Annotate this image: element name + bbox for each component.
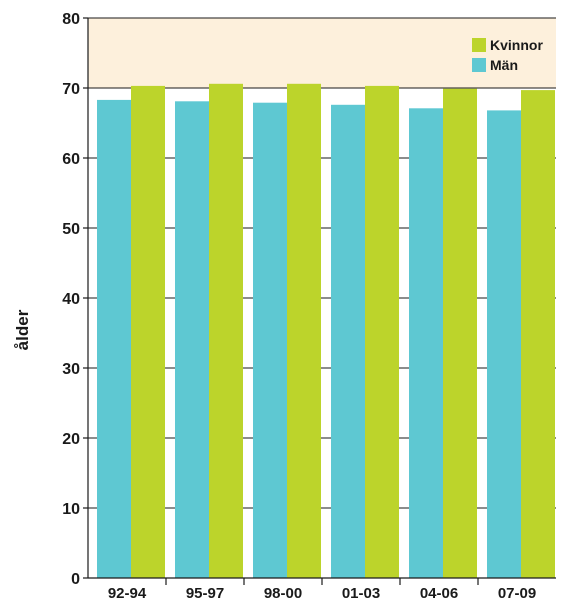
bar-kvinnor-07-09 <box>521 90 555 578</box>
y-tick-label-70: 70 <box>62 81 80 98</box>
legend-label-m-n: Män <box>490 57 518 73</box>
legend-label-kvinnor: Kvinnor <box>490 37 543 53</box>
y-axis-label: ålder <box>13 309 32 350</box>
y-tick-label-40: 40 <box>62 291 80 308</box>
bar-m-n-92-94 <box>97 99 131 579</box>
y-tick-label-10: 10 <box>62 501 80 518</box>
bar-m-n-01-03 <box>331 104 365 579</box>
bar-kvinnor-95-97 <box>209 83 243 579</box>
legend-swatch-kvinnor <box>472 38 486 52</box>
legend-swatch-m-n <box>472 58 486 72</box>
bar-kvinnor-98-00 <box>287 83 321 579</box>
bars <box>97 83 555 579</box>
highlight-band <box>88 18 556 88</box>
x-tick-label-07-09: 07-09 <box>498 585 536 601</box>
bar-m-n-07-09 <box>487 110 521 579</box>
y-tick-label-50: 50 <box>62 221 80 238</box>
x-tick-label-92-94: 92-94 <box>108 585 147 601</box>
y-tick-label-0: 0 <box>71 571 80 588</box>
y-tick-label-30: 30 <box>62 361 80 378</box>
y-tick-label-80: 80 <box>62 11 80 28</box>
y-tick-label-20: 20 <box>62 431 80 448</box>
bar-m-n-95-97 <box>175 101 209 579</box>
bar-kvinnor-04-06 <box>443 88 477 578</box>
y-tick-label-60: 60 <box>62 151 80 168</box>
x-tick-label-04-06: 04-06 <box>420 585 458 601</box>
bar-m-n-98-00 <box>253 102 287 578</box>
bar-m-n-04-06 <box>409 108 443 579</box>
x-tick-label-01-03: 01-03 <box>342 585 380 601</box>
legend: Kvinnor Män <box>472 37 543 73</box>
x-tick-label-95-97: 95-97 <box>186 585 224 601</box>
y-ticks: 0 10 20 30 40 50 60 70 80 <box>62 11 88 588</box>
bar-kvinnor-92-94 <box>131 85 165 579</box>
gridlines <box>88 17 556 509</box>
x-tick-label-98-00: 98-00 <box>264 585 302 601</box>
x-ticks: 92-94 95-97 98-00 01-03 04-06 07-09 <box>108 578 536 601</box>
bar-kvinnor-01-03 <box>365 85 399 579</box>
